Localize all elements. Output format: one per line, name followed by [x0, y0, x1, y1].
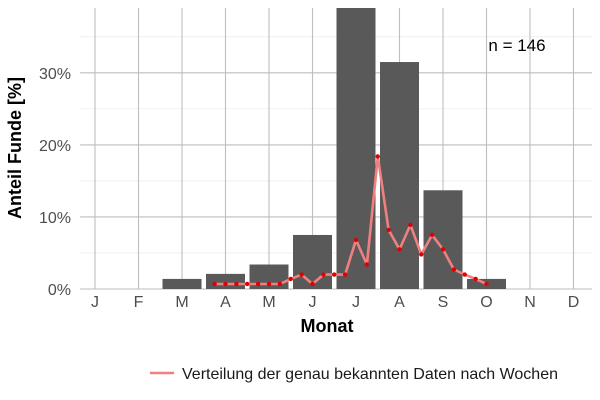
y-axis-title: Anteil Funde [%]: [5, 77, 25, 219]
y-tick-label: 20%: [39, 138, 71, 155]
bar-a-3: [206, 273, 245, 289]
weekly-point: [310, 281, 315, 287]
x-tick-label: O: [480, 294, 492, 311]
weekly-point: [473, 276, 478, 282]
x-tick-label: J: [91, 294, 99, 311]
weekly-point: [353, 237, 359, 243]
x-tick-label: M: [262, 294, 275, 311]
x-tick-label: A: [394, 294, 405, 311]
legend-label: Verteilung der genau bekannten Daten nac…: [182, 366, 558, 383]
bar-m-2: [162, 278, 202, 289]
x-tick-label: J: [352, 294, 360, 311]
weekly-points: [212, 154, 489, 287]
weekly-point: [223, 281, 228, 287]
y-tick-label: 10%: [39, 210, 71, 227]
y-axis-ticks: 0% 10% 20% 30%: [39, 66, 71, 299]
x-tick-label: A: [220, 294, 231, 311]
weekly-point: [419, 252, 424, 257]
weekly-point: [212, 281, 217, 287]
weekly-point: [234, 281, 239, 287]
weekly-point: [342, 272, 348, 277]
weekly-point: [332, 272, 337, 277]
weekly-point: [397, 247, 402, 252]
weekly-point: [321, 272, 326, 277]
legend: Verteilung der genau bekannten Daten nac…: [150, 366, 558, 383]
weekly-point: [299, 272, 304, 277]
weekly-point: [451, 267, 457, 272]
weekly-point: [375, 154, 380, 159]
weekly-point: [245, 281, 250, 287]
weekly-point: [255, 281, 261, 287]
x-tick-label: N: [524, 294, 536, 311]
weekly-point: [484, 281, 489, 287]
weekly-point: [386, 227, 391, 233]
x-tick-label: D: [568, 294, 580, 311]
weekly-point: [462, 272, 467, 277]
y-tick-label: 30%: [39, 66, 71, 83]
x-axis-title: Monat: [301, 316, 354, 336]
weekly-point: [364, 262, 370, 267]
weekly-point: [429, 232, 435, 238]
bar-a-7: [380, 62, 419, 290]
x-tick-label: J: [309, 294, 317, 311]
x-tick-label: F: [134, 294, 144, 311]
weekly-point: [408, 222, 413, 228]
weekly-point: [277, 281, 283, 287]
y-tick-label: 0%: [48, 282, 71, 299]
bar-j-5: [293, 234, 332, 289]
weekly-point: [288, 276, 293, 282]
weekly-point: [266, 281, 272, 287]
weekly-point: [440, 247, 446, 252]
x-tick-label: M: [175, 294, 188, 311]
sample-size-annotation: n = 146: [488, 36, 545, 55]
x-tick-label: S: [438, 294, 449, 311]
